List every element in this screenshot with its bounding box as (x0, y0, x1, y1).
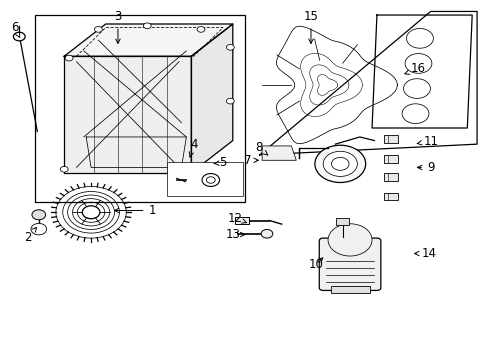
Text: 12: 12 (228, 212, 246, 225)
Text: 2: 2 (24, 228, 37, 244)
Circle shape (60, 166, 68, 172)
Text: 15: 15 (303, 10, 318, 44)
Circle shape (315, 145, 366, 183)
Ellipse shape (405, 54, 432, 73)
Circle shape (13, 32, 25, 41)
Text: 14: 14 (415, 247, 437, 260)
Ellipse shape (407, 28, 433, 48)
Polygon shape (64, 56, 191, 173)
Text: 5: 5 (214, 156, 227, 169)
Text: 3: 3 (114, 10, 122, 44)
Circle shape (323, 151, 357, 176)
Ellipse shape (402, 104, 429, 123)
Text: 4: 4 (189, 138, 197, 157)
Bar (384, 173, 398, 181)
Polygon shape (191, 24, 233, 173)
Bar (35, 15, 245, 202)
Circle shape (144, 23, 151, 29)
Text: 11: 11 (417, 135, 438, 148)
Circle shape (82, 206, 100, 219)
Text: 16: 16 (405, 62, 426, 75)
Circle shape (65, 55, 73, 61)
Polygon shape (262, 146, 296, 160)
Text: 9: 9 (417, 161, 435, 174)
Text: 6: 6 (11, 21, 20, 37)
Circle shape (261, 229, 273, 238)
Bar (167, 162, 243, 196)
Bar (384, 155, 398, 163)
Bar (235, 217, 249, 224)
Circle shape (95, 27, 102, 32)
Circle shape (328, 224, 372, 256)
Bar (384, 135, 398, 143)
FancyBboxPatch shape (319, 238, 381, 291)
Text: 7: 7 (244, 154, 258, 167)
Circle shape (202, 174, 220, 186)
Bar (331, 286, 369, 293)
Circle shape (206, 177, 215, 183)
Circle shape (32, 210, 46, 220)
Circle shape (182, 166, 190, 172)
Circle shape (31, 224, 47, 235)
Circle shape (331, 157, 349, 170)
Circle shape (197, 27, 205, 32)
Circle shape (226, 98, 234, 104)
Text: 10: 10 (308, 258, 323, 271)
Polygon shape (64, 24, 233, 56)
Text: 13: 13 (226, 228, 245, 241)
Bar (384, 193, 398, 201)
Bar (336, 219, 349, 225)
Text: 1: 1 (115, 204, 156, 217)
Text: 8: 8 (255, 141, 268, 155)
Circle shape (226, 44, 234, 50)
Ellipse shape (404, 79, 430, 98)
